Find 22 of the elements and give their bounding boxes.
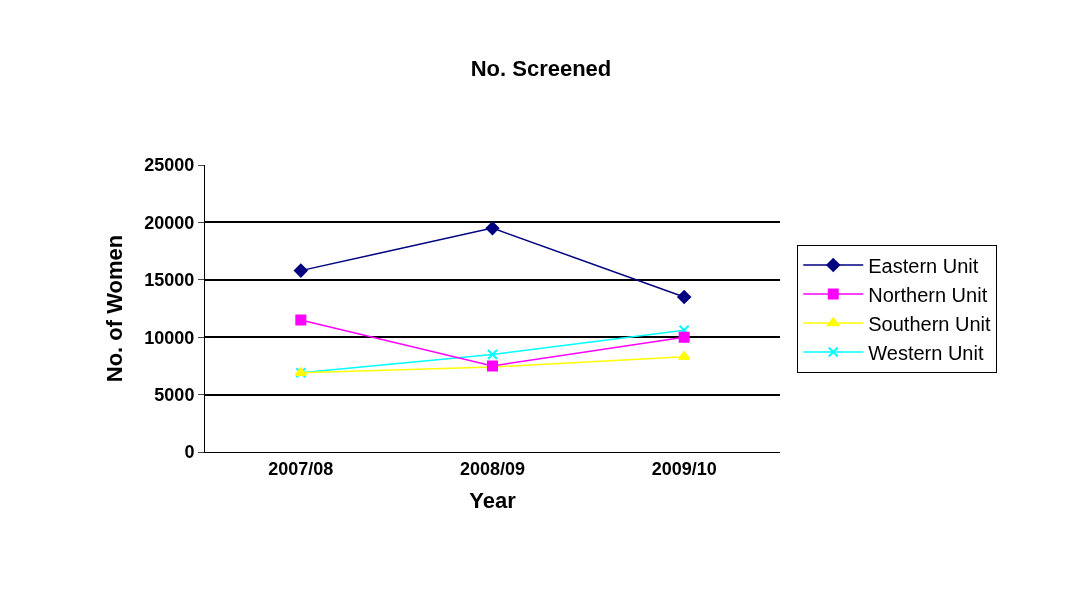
- y-tick-label: 20000: [144, 212, 195, 233]
- chart-title: No. Screened: [470, 56, 612, 82]
- x-axis-title: Year: [469, 488, 517, 514]
- point: [677, 290, 692, 304]
- point: [295, 314, 307, 326]
- y-axis-title: No. of Women: [102, 234, 128, 383]
- x-tick-label: 2007/08: [268, 458, 334, 479]
- point: [678, 331, 690, 343]
- y-tick-label: 5000: [154, 384, 195, 405]
- legend-label: Eastern Unit: [868, 254, 979, 277]
- x-tick-label: 2009/10: [651, 458, 717, 479]
- legend-label: Western Unit: [868, 341, 984, 364]
- point: [485, 221, 500, 235]
- y-tick-label: 10000: [144, 327, 195, 348]
- legend-label: Northern Unit: [868, 283, 988, 306]
- legend-label: Southern Unit: [868, 312, 991, 335]
- point: [487, 348, 498, 360]
- y-tick-label: 25000: [144, 155, 195, 176]
- point: [293, 263, 308, 278]
- y-tick-label: 15000: [144, 270, 195, 291]
- x-tick-label: 2008/09: [459, 458, 526, 479]
- y-tick-label: 0: [184, 442, 195, 463]
